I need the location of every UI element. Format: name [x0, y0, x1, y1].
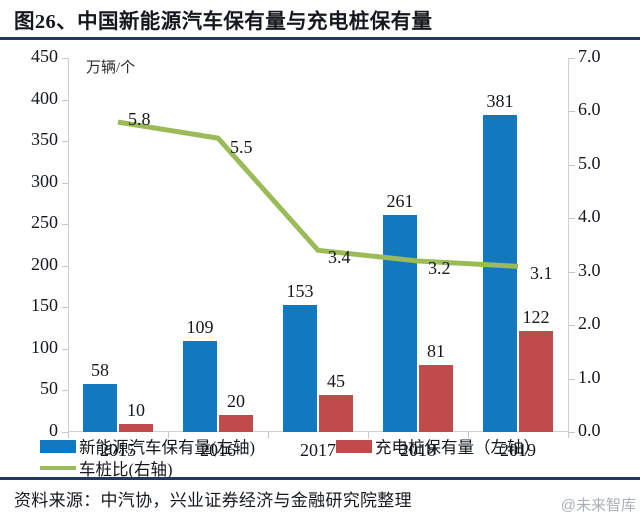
bar-data-label: 122 [522, 306, 550, 327]
line-swatch-icon [40, 466, 76, 470]
bar-charging-pile-stock [519, 330, 553, 432]
line-data-label: 3.2 [428, 258, 451, 279]
bar-nev-stock [483, 115, 517, 432]
y-axis-left-tick-label: 400 [31, 87, 58, 108]
bar-charging-pile-stock [219, 415, 253, 432]
axis-tick [62, 432, 68, 433]
figure-title-row: 图26、中国新能源汽车保有量与充电桩保有量 [0, 0, 640, 38]
bar-nev-stock [83, 383, 117, 432]
bar-data-label: 58 [91, 359, 109, 380]
bar-nev-stock [183, 341, 217, 432]
axis-tick [569, 58, 575, 59]
axis-tick [62, 307, 68, 309]
line-data-label: 3.1 [530, 263, 553, 284]
x-axis-tick-label: 2017 [300, 440, 336, 460]
x-axis-tick-label: 2016 [200, 440, 236, 460]
legend-item-car-to-pile-ratio[interactable]: 车桩比(右轴) [40, 456, 173, 480]
legend-item-charging-pile-stock[interactable]: 充电桩保有量（左轴） [336, 434, 540, 458]
y-axis-left-tick-label: 350 [31, 129, 58, 150]
axis-tick [62, 99, 68, 101]
bar-data-label: 381 [486, 91, 514, 112]
bar-data-label: 153 [286, 280, 314, 301]
y-axis-right-line [568, 58, 569, 432]
axis-tick [569, 218, 575, 220]
y-axis-left-tick-label: 0 [49, 420, 58, 440]
axis-tick [568, 432, 569, 438]
axis-tick [168, 432, 169, 438]
y-axis-left-tick-label: 50 [40, 378, 58, 399]
square-swatch-icon [336, 439, 372, 453]
bar-charging-pile-stock [119, 423, 153, 432]
y-axis-right-tick-label: 4.0 [578, 206, 601, 227]
axis-tick [62, 348, 68, 350]
y-axis-left-tick-label: 150 [31, 295, 58, 316]
title-divider [0, 37, 640, 40]
y-axis-right-tick-label: 7.0 [578, 46, 601, 66]
line-data-label: 5.8 [128, 109, 151, 130]
line-data-label: 3.4 [328, 247, 351, 268]
axis-tick [62, 182, 68, 184]
legend-item-label: 新能源汽车保有量(左轴) [79, 438, 255, 457]
y-axis-right-tick-label: 6.0 [578, 99, 601, 120]
bar-data-label: 20 [227, 391, 245, 412]
bar-charging-pile-stock [419, 364, 453, 432]
legend-item-label: 车桩比(右轴) [79, 460, 173, 479]
y-axis-left-tick-label: 300 [31, 170, 58, 191]
y-axis-left-tick-label: 450 [31, 46, 58, 66]
footer-divider [0, 477, 640, 480]
y-axis-right-tick-label: 0.0 [578, 420, 601, 440]
source-note: 资料来源：中汽协，兴业证券经济与金融研究院整理 [14, 491, 412, 510]
y-axis-right-tick-label: 3.0 [578, 259, 601, 280]
bar-data-label: 109 [186, 317, 214, 338]
y-axis-left-tick-label: 100 [31, 336, 58, 357]
axis-tick [268, 432, 269, 438]
watermark-label: @未来智库 [560, 497, 636, 514]
line-path [117, 119, 519, 269]
axis-tick [368, 432, 369, 438]
bar-data-label: 10 [127, 399, 145, 420]
axis-tick [62, 58, 68, 59]
y-axis-left-tick-label: 200 [31, 253, 58, 274]
axis-tick [569, 111, 575, 113]
axis-tick [468, 432, 469, 438]
bar-nev-stock [283, 304, 317, 432]
legend-item-nev-stock[interactable]: 新能源汽车保有量(左轴) [40, 434, 255, 458]
plot-region: 58 10 109 20 153 45 261 81 381 122 5.8 5.5 3.4 3.2 3.… [68, 58, 568, 432]
axis-tick [569, 378, 575, 380]
y-axis-left-line [68, 58, 69, 432]
bar-nev-stock [383, 215, 417, 432]
y-axis-right-tick-label: 1.0 [578, 366, 601, 387]
x-axis-line [68, 431, 569, 432]
y-axis-right-tick-label: 5.0 [578, 152, 601, 173]
axis-tick [62, 265, 68, 267]
axis-tick [569, 325, 575, 327]
axis-tick [62, 224, 68, 226]
line-data-label: 5.5 [230, 137, 253, 158]
line-series-car-to-pile-ratio [117, 119, 519, 269]
axis-tick [68, 432, 69, 438]
x-axis-tick-label: 2015 [100, 440, 136, 460]
x-axis-tick-label: 2019 [500, 440, 536, 460]
page-title: 图26、中国新能源汽车保有量与充电桩保有量 [14, 11, 433, 33]
bar-data-label: 45 [327, 370, 345, 391]
y-axis-right-tick-label: 2.0 [578, 313, 601, 334]
chart-legend: 新能源汽车保有量(左轴) 充电桩保有量（左轴） 车桩比(右轴) [0, 432, 640, 479]
legend-item-label: 充电桩保有量（左轴） [375, 438, 540, 457]
x-axis-tick-label: 2018 [400, 440, 436, 460]
axis-tick [62, 141, 68, 143]
bar-data-label: 81 [427, 340, 445, 361]
bar-charging-pile-stock [319, 394, 353, 432]
axis-tick [62, 390, 68, 392]
axis-tick [569, 164, 575, 166]
square-swatch-icon [40, 439, 76, 453]
y-axis-unit-label: 万辆/个 [86, 60, 136, 76]
axis-tick [569, 271, 575, 273]
y-axis-left-tick-label: 250 [31, 212, 58, 233]
bar-data-label: 261 [386, 191, 414, 212]
axis-tick [569, 432, 575, 433]
chart-area: 万辆/个 0 50 100 150 200 250 300 350 400 450 0.0 1.0 2… [0, 42, 640, 460]
